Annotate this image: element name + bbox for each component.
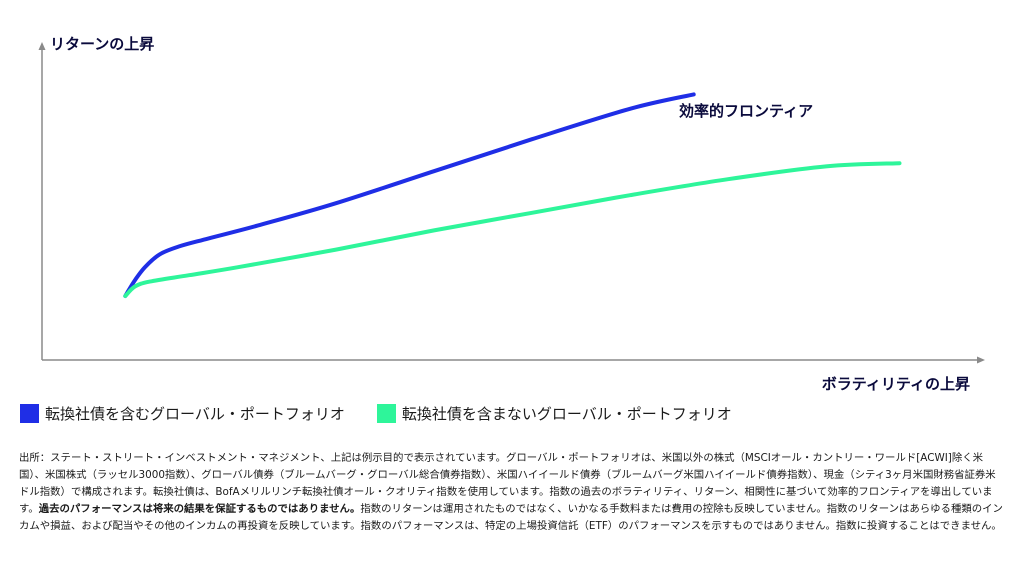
legend-item-without-converts: 転換社債を含まないグローバル・ポートフォリオ <box>376 403 732 424</box>
footnote-disclaimer-bold: 過去のパフォーマンスは将来の結果を保証するものではありません。 <box>38 503 361 515</box>
efficient-frontier-chart: リターンの上昇 ボラティリティの上昇 効率的フロンティア <box>38 35 985 393</box>
x-axis-arrow <box>977 356 985 364</box>
y-axis-title: リターンの上昇 <box>50 35 154 53</box>
y-axis-arrow <box>38 42 46 50</box>
source-footnote: 出所：ステート・ストリート・インベストメント・マネジメント、上記は例示目的で表示… <box>19 450 1004 535</box>
legend-label-with-converts: 転換社債を含むグローバル・ポートフォリオ <box>45 405 345 423</box>
series-line-without-converts <box>123 161 902 298</box>
legend: 転換社債を含むグローバル・ポートフォリオ 転換社債を含まないグローバル・ポートフ… <box>20 403 732 424</box>
footnote-text-part1: 出所：ステート・ストリート・インベストメント・マネジメント、上記は例示目的で表示… <box>19 452 996 515</box>
legend-swatch-blue <box>20 404 39 423</box>
legend-label-without-converts: 転換社債を含まないグローバル・ポートフォリオ <box>401 405 732 423</box>
legend-swatch-green <box>376 404 396 423</box>
legend-item-with-converts: 転換社債を含むグローバル・ポートフォリオ <box>20 403 345 424</box>
efficient-frontier-label: 効率的フロンティア <box>679 102 813 120</box>
footnote-text-part2: 指数のリターンは運用されたものではなく、いかなる手数料または費用の控除も反映して… <box>19 503 1003 532</box>
x-axis-title: ボラティリティの上昇 <box>822 375 970 393</box>
series-line-with-converts <box>123 92 696 298</box>
